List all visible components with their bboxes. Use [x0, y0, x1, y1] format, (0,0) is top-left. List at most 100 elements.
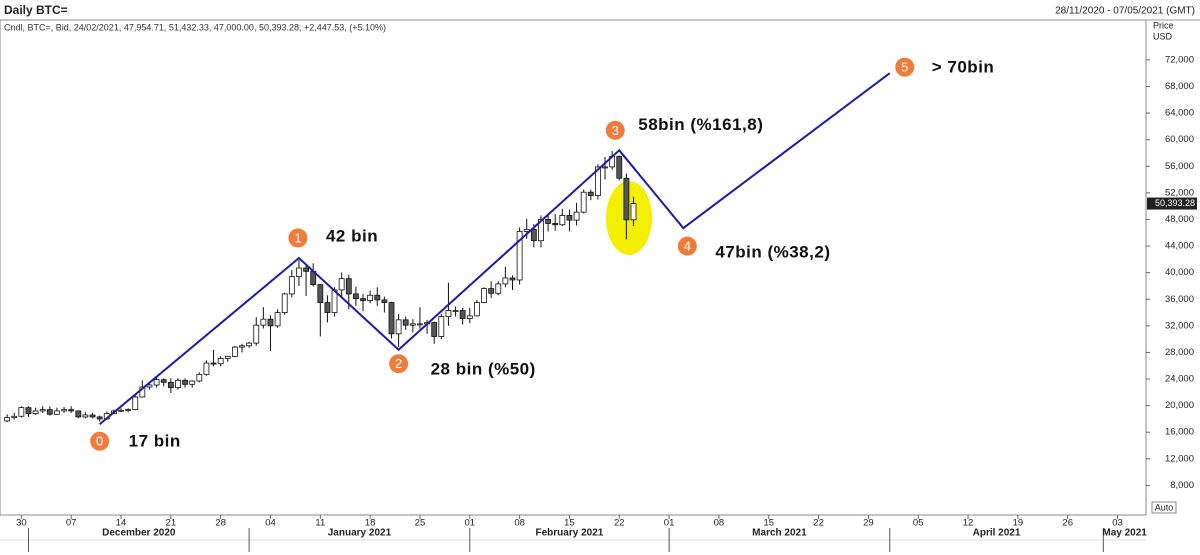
x-tick-label: 15 — [564, 518, 575, 529]
candle-body — [68, 409, 75, 412]
candle-body — [587, 191, 594, 196]
x-tick-label: 26 — [1062, 518, 1073, 529]
wave-text: 47bin (%38,2) — [715, 243, 830, 262]
candle-body — [530, 229, 537, 242]
candle-body — [573, 211, 580, 221]
y-tick-label: 60,000 — [1165, 134, 1194, 145]
candle-body — [288, 276, 295, 295]
x-tick-label: 22 — [614, 518, 625, 529]
candle-body — [502, 277, 509, 285]
candle-body — [239, 345, 245, 348]
candle-body — [580, 191, 587, 213]
wave-marker — [895, 57, 915, 77]
month-label: April 2021 — [973, 528, 1021, 539]
y-tick-label: 64,000 — [1165, 108, 1194, 119]
candle-body — [132, 396, 139, 411]
candle-body — [474, 302, 480, 317]
plot-frame — [0, 19, 1147, 516]
candle-body — [602, 166, 608, 169]
candle-body — [360, 298, 366, 301]
y-tick-label: 24,000 — [1165, 374, 1194, 385]
wave-text: > 70bin — [932, 58, 995, 77]
x-tick-label: 08 — [714, 518, 725, 529]
y-tick-label: 48,000 — [1165, 214, 1194, 225]
wave-text: 28 bin (%50) — [431, 359, 536, 378]
month-label: February 2021 — [536, 528, 604, 539]
candle-body — [25, 407, 32, 414]
candle-body — [224, 356, 231, 359]
candle-body — [89, 414, 96, 418]
candle-body — [39, 409, 46, 412]
candle-body — [552, 223, 559, 226]
x-tick-label: 11 — [315, 518, 325, 529]
wave-marker — [389, 354, 409, 374]
candle-body — [96, 416, 103, 420]
date-range: 28/11/2020 - 07/05/2021 (GMT) — [1055, 6, 1195, 17]
y-tick-label: 40,000 — [1165, 267, 1194, 278]
candle-body — [616, 155, 623, 179]
wave-marker — [677, 236, 697, 256]
y-tick-label: 56,000 — [1165, 161, 1194, 172]
candle-body — [516, 231, 523, 281]
y-tick-label: 20,000 — [1165, 400, 1194, 411]
candle-body — [18, 407, 25, 417]
candle-body — [353, 293, 359, 299]
candle-body — [189, 380, 196, 385]
candle-body — [118, 409, 124, 412]
x-tick-label: 29 — [863, 518, 874, 529]
candle-body — [167, 381, 174, 389]
wave-line — [99, 72, 891, 426]
x-tick-label: 04 — [265, 518, 276, 529]
x-tick-label: 05 — [913, 518, 924, 529]
wave-marker — [605, 120, 625, 140]
wave-marker — [90, 431, 110, 451]
scale-mode-box[interactable] — [1151, 501, 1177, 514]
candle-body — [488, 288, 495, 294]
y-tick-label: 36,000 — [1165, 294, 1194, 305]
candle-body — [61, 409, 67, 412]
wave-number: 4 — [684, 239, 691, 254]
y-axis-unit: USD — [1153, 31, 1173, 41]
candle-body — [296, 267, 302, 278]
candle-body — [431, 322, 438, 337]
x-tick-label: 22 — [813, 518, 824, 529]
candle-body — [253, 324, 260, 344]
last-price-tag — [1147, 197, 1197, 210]
candle-body — [545, 219, 551, 224]
candle-body — [623, 177, 630, 221]
candle-body — [46, 409, 53, 415]
candle-body — [274, 312, 281, 327]
month-label: January 2021 — [328, 528, 392, 539]
candle-body — [367, 294, 374, 301]
x-tick-label: 14 — [116, 518, 127, 529]
candle-body — [281, 293, 288, 313]
wave-number: 2 — [395, 356, 402, 371]
wave-text: 58bin (%161,8) — [638, 115, 763, 134]
candle-body — [203, 362, 210, 375]
candle-body — [303, 267, 309, 272]
candle-body — [217, 358, 224, 365]
chart-title: Daily BTC= — [4, 3, 68, 17]
wave-number: 0 — [96, 434, 103, 449]
candle-body — [381, 299, 388, 303]
x-tick-label: 01 — [664, 518, 675, 529]
x-tick-label: 03 — [1112, 518, 1123, 529]
y-tick-label: 12,000 — [1165, 453, 1194, 464]
wave-number: 3 — [612, 123, 619, 138]
last-price-label: 50,393.28 — [1155, 198, 1195, 208]
candle-body — [125, 409, 132, 412]
wave-text: 42 bin — [326, 227, 378, 246]
candle-body — [324, 302, 331, 313]
candle-body — [267, 318, 274, 327]
candle-body — [175, 379, 181, 389]
month-label: March 2021 — [752, 528, 807, 539]
candle-body — [32, 410, 39, 415]
candle-body — [559, 215, 566, 226]
x-tick-label: 15 — [763, 518, 774, 529]
candle-body — [231, 346, 238, 357]
scale-mode[interactable]: Auto — [1155, 502, 1174, 512]
candle-body — [566, 215, 573, 221]
